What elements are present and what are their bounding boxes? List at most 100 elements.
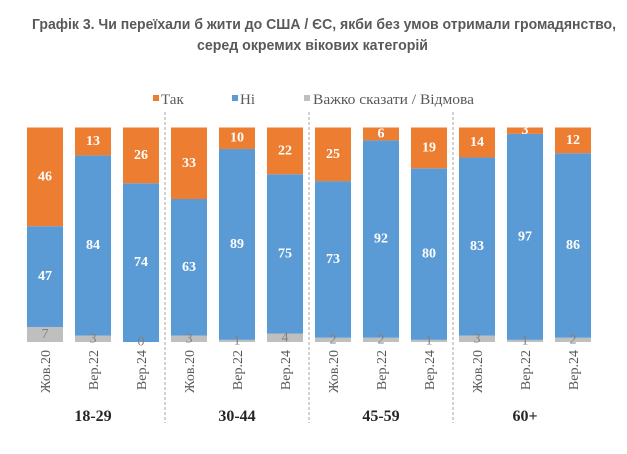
bar-segment-yes	[219, 127, 255, 149]
data-label-yes: 46	[38, 169, 52, 184]
data-label-no: 47	[38, 269, 52, 284]
bar-segment-hard-to-say	[363, 337, 399, 342]
data-label-yes: 3	[522, 123, 529, 138]
bar-segment-yes	[315, 127, 351, 182]
bar-segment-hard-to-say	[171, 335, 207, 342]
x-tick-label: Вер.24	[567, 350, 582, 390]
group-label: 45-59	[362, 408, 399, 425]
bar-segment-no	[75, 155, 111, 336]
bar-segment-hard-to-say	[267, 333, 303, 342]
chart-title-line-1: Графік 3. Чи переїхали б жити до США / Є…	[32, 17, 616, 33]
data-label-yes: 14	[470, 135, 484, 150]
bar-segment-hard-to-say	[507, 339, 543, 342]
x-tick-label: Вер.22	[519, 350, 534, 390]
x-tick-label: Жов.20	[471, 350, 486, 393]
bar-segment-hard-to-say	[75, 335, 111, 342]
data-label-yes: 10	[230, 131, 244, 146]
bar-segment-hard-to-say	[219, 339, 255, 342]
data-label-no: 80	[422, 247, 436, 262]
bar-segment-yes	[267, 127, 303, 175]
data-label-yes: 25	[326, 147, 340, 162]
bar-segment-yes	[555, 127, 591, 154]
bar-segment-hard-to-say	[459, 335, 495, 342]
group-labels: 18-29 30-44 45-59 60+	[74, 408, 537, 425]
bar-segment-yes	[75, 127, 111, 156]
bar-segment-no	[315, 181, 351, 338]
data-label-hard-to-say: 3	[90, 331, 97, 346]
legend-item-no: Ні	[232, 92, 255, 108]
bars	[27, 127, 591, 342]
data-label-no: 89	[230, 237, 244, 252]
data-label-hard-to-say: 3	[186, 331, 193, 346]
data-label-yes: 22	[278, 143, 292, 158]
bar-segment-yes	[123, 127, 159, 184]
data-label-no: 92	[374, 232, 388, 247]
bar-segment-hard-to-say	[555, 337, 591, 342]
legend-swatch-hard-to-say	[304, 95, 310, 101]
bar-segment-no	[171, 199, 207, 336]
legend-swatch-yes	[153, 95, 159, 101]
bar-segment-no	[27, 226, 63, 327]
x-tick-label: Вер.24	[423, 350, 438, 390]
bar-segment-yes	[507, 127, 543, 134]
x-tick-label: Жов.20	[39, 350, 54, 393]
data-label-hard-to-say: 1	[234, 333, 241, 348]
data-label-yes: 6	[378, 126, 385, 141]
bar-segment-yes	[363, 127, 399, 141]
group-label: 18-29	[74, 408, 111, 425]
legend-item-yes: Так	[153, 92, 184, 108]
group-separators	[164, 112, 454, 423]
bar-segment-yes	[27, 127, 63, 227]
data-label-hard-to-say: 2	[330, 332, 337, 347]
data-label-no: 84	[86, 238, 100, 253]
bar-segment-no	[123, 183, 159, 342]
bar-segment-yes	[171, 127, 207, 199]
bar-segment-no	[363, 140, 399, 338]
bar-segment-hard-to-say	[27, 326, 63, 342]
data-label-hard-to-say: 3	[474, 331, 481, 346]
bar-segment-hard-to-say	[411, 339, 447, 342]
data-label-hard-to-say: 1	[522, 333, 529, 348]
data-label-hard-to-say: 4	[282, 330, 289, 345]
group-label: 60+	[512, 408, 537, 425]
legend-item-hard-to-say: Важко сказати / Відмова	[304, 92, 474, 108]
data-label-no: 63	[182, 260, 196, 275]
legend-label-no: Ні	[240, 92, 255, 108]
data-label-hard-to-say: 2	[378, 332, 385, 347]
data-label-yes: 12	[566, 133, 580, 148]
bar-segment-no	[555, 153, 591, 338]
data-label-no: 74	[134, 255, 148, 270]
legend: Так Ні Важко сказати / Відмова	[153, 92, 474, 108]
data-label-hard-to-say: 0	[138, 335, 145, 350]
legend-label-yes: Так	[161, 92, 184, 108]
chart-title: Графік 3. Чи переїхали б жити до США / Є…	[32, 17, 616, 54]
x-tick-label: Вер.22	[87, 350, 102, 390]
data-label-yes: 19	[422, 140, 436, 155]
data-label-yes: 26	[134, 148, 148, 163]
bar-segment-no	[507, 133, 543, 340]
data-label-hard-to-say: 2	[570, 332, 577, 347]
x-tick-label: Жов.20	[183, 350, 198, 393]
bar-segment-yes	[459, 127, 495, 158]
data-label-no: 86	[566, 238, 580, 253]
x-tick-label: Вер.24	[279, 350, 294, 390]
x-tick-label: Вер.24	[135, 350, 150, 390]
data-label-no: 75	[278, 246, 292, 261]
data-labels: 7474638413074263633318910475222732529261…	[38, 123, 580, 349]
x-tick-label: Вер.22	[375, 350, 390, 390]
legend-label-hard-to-say: Важко сказати / Відмова	[313, 92, 474, 108]
bar-segment-no	[459, 157, 495, 336]
bar-segment-yes	[411, 127, 447, 169]
x-tick-label: Жов.20	[327, 350, 342, 393]
data-label-hard-to-say: 7	[42, 327, 49, 342]
data-label-no: 97	[518, 229, 532, 244]
chart-title-line-2: серед окремих вікових категорій	[197, 38, 428, 54]
data-label-no: 83	[470, 239, 484, 254]
bar-segment-no	[411, 168, 447, 340]
data-label-yes: 33	[182, 156, 196, 171]
bar-segment-hard-to-say	[315, 337, 351, 342]
data-label-hard-to-say: 1	[426, 333, 433, 348]
group-label: 30-44	[218, 408, 255, 425]
bar-segment-no	[219, 148, 255, 340]
